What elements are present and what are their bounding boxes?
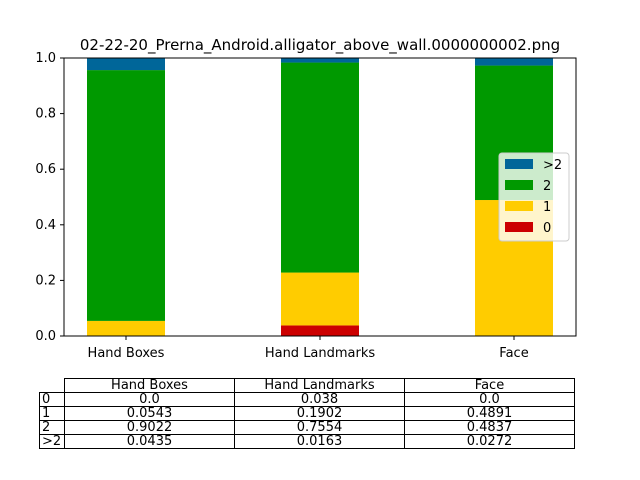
table-row: >2 0.0435 0.0163 0.0272 [39,434,575,449]
stacked-bar-chart: 02-22-20_Prerna_Android.alligator_above_… [35,36,577,361]
data-table: Hand Boxes Hand Landmarks Face 0 0.0 0.0… [39,378,575,449]
table-cell: 0.0435 [64,434,235,449]
legend-label: 2 [543,179,551,194]
table-cell: 0.0 [404,392,575,407]
legend-swatch [505,159,533,169]
table-cell: 0.7554 [234,420,405,435]
legend-frame [498,152,570,242]
x-tick-label: Hand Landmarks [265,346,376,361]
bar-segment-1 [281,272,359,326]
table-corner-cell [40,379,65,393]
y-axis: 0.0 0.2 0.4 0.6 0.8 1.0 [35,51,64,344]
chart-title: 02-22-20_Prerna_Android.alligator_above_… [80,36,560,55]
bar-segment->2 [475,58,553,66]
bar-segment-2 [87,70,165,321]
bar-segment->2 [87,58,165,71]
y-tick-label: 0.8 [35,107,56,122]
bars-group [87,58,553,336]
x-tick-label: Hand Boxes [88,346,165,361]
legend-label: 0 [543,221,551,236]
table-cell: 0.1902 [234,406,405,421]
bar-segment->2 [281,58,359,63]
y-tick-label: 1.0 [35,51,56,66]
y-tick-label: 0.2 [35,273,56,288]
table-cell: 0.0163 [234,434,405,449]
table-row: 1 0.0543 0.1902 0.4891 [39,406,575,421]
table-row-label: 0 [39,392,65,407]
y-tick-label: 0.0 [35,329,56,344]
bar-segment-2 [281,62,359,273]
table-row: 2 0.9022 0.7554 0.4837 [39,420,575,435]
table-row-label: 1 [39,406,65,421]
table-cell: 0.0272 [404,434,575,449]
table-cell: 0.038 [234,392,405,407]
x-tick-label: Face [499,346,528,361]
table-cell: 0.4837 [404,420,575,435]
legend: >2 2 1 0 [498,152,570,242]
bar-segment-1 [87,320,165,336]
legend-swatch [505,222,533,232]
legend-label: 1 [543,200,551,215]
table-row-label: >2 [39,434,65,449]
table-cell: 0.0 [64,392,235,407]
table-cell: 0.9022 [64,420,235,435]
legend-label: >2 [543,158,562,173]
table-cell: 0.0543 [64,406,235,421]
x-axis: Hand Boxes Hand Landmarks Face [88,336,529,361]
table-cell: 0.4891 [404,406,575,421]
table-col-header: Hand Boxes [64,378,235,393]
table-row: 0 0.0 0.038 0.0 [39,392,575,407]
legend-swatch [505,201,533,211]
legend-swatch [505,180,533,190]
table-row-label: 2 [39,420,65,435]
table-col-header: Face [404,378,575,393]
bar-segment-0 [281,325,359,336]
table-col-header: Hand Landmarks [234,378,405,393]
table-header-row: Hand Boxes Hand Landmarks Face [40,378,575,393]
y-tick-label: 0.4 [35,218,56,233]
y-tick-label: 0.6 [35,162,56,177]
